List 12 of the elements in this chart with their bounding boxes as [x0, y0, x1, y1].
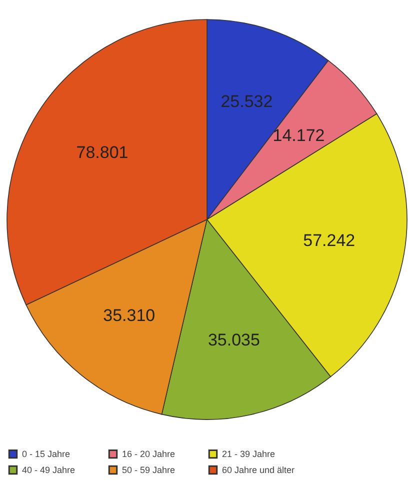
legend-label: 0 - 15 Jahre: [22, 449, 70, 460]
data-label: 14.172: [272, 126, 325, 146]
legend-label: 60 Jahre und älter: [222, 465, 295, 475]
legend-label: 40 - 49 Jahre: [22, 465, 76, 475]
data-label: 78.801: [76, 143, 128, 162]
legend-label: 50 - 59 Jahre: [122, 465, 176, 475]
legend-label: 16 - 20 Jahre: [122, 449, 176, 460]
legend-label: 21 - 39 Jahre: [222, 449, 276, 460]
data-label: 35.310: [103, 306, 156, 326]
data-label: 35.035: [208, 330, 260, 350]
data-label: 25.532: [220, 92, 273, 112]
data-label: 57.242: [303, 230, 356, 250]
